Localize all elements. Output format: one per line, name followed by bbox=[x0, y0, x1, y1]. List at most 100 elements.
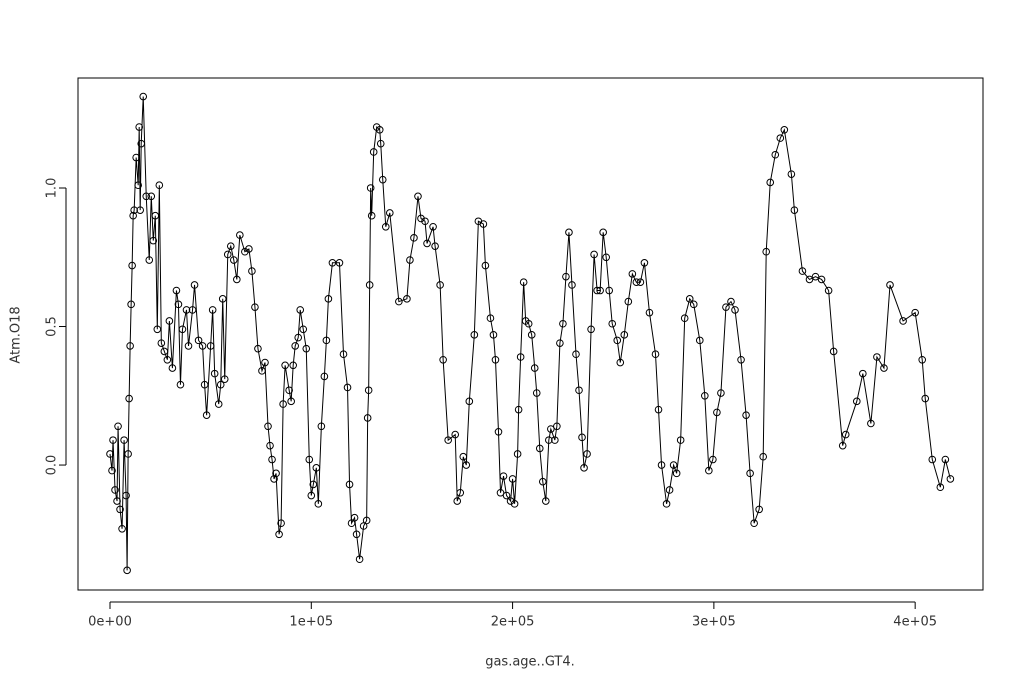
data-point bbox=[116, 505, 124, 514]
data-point bbox=[444, 436, 452, 444]
data-point bbox=[305, 455, 314, 464]
data-point bbox=[632, 278, 641, 286]
data-point bbox=[766, 178, 775, 187]
data-point bbox=[486, 314, 495, 323]
data-point bbox=[489, 331, 498, 339]
data-point bbox=[918, 355, 927, 364]
data-point bbox=[309, 480, 318, 489]
data-point bbox=[583, 450, 591, 458]
data-point bbox=[403, 295, 411, 303]
data-point bbox=[160, 347, 169, 356]
data-point bbox=[562, 272, 570, 281]
data-point bbox=[120, 436, 128, 444]
data-point bbox=[636, 278, 645, 286]
data-point bbox=[126, 342, 134, 350]
data-point bbox=[685, 295, 694, 303]
data-point bbox=[157, 339, 166, 347]
plot-box bbox=[77, 77, 984, 591]
data-point bbox=[545, 436, 553, 444]
data-point bbox=[132, 153, 140, 162]
data-point bbox=[790, 206, 799, 214]
data-point bbox=[275, 530, 283, 539]
data-point bbox=[223, 250, 232, 259]
data-point bbox=[410, 234, 418, 242]
data-point bbox=[590, 250, 598, 259]
data-point bbox=[456, 488, 465, 497]
data-point bbox=[867, 419, 875, 428]
data-point bbox=[651, 350, 660, 359]
data-point bbox=[572, 350, 580, 359]
data-point bbox=[453, 497, 462, 505]
data-point bbox=[165, 317, 174, 325]
data-point bbox=[381, 222, 390, 231]
data-point bbox=[689, 300, 698, 309]
x-tick-label: 3e+05 bbox=[692, 615, 736, 630]
data-point bbox=[596, 286, 604, 295]
data-point bbox=[838, 441, 847, 450]
data-point bbox=[114, 422, 122, 431]
data-point bbox=[279, 400, 287, 408]
data-point bbox=[524, 319, 533, 328]
data-point bbox=[613, 336, 622, 345]
data-point bbox=[299, 325, 308, 334]
data-point bbox=[352, 530, 361, 539]
data-point bbox=[608, 319, 617, 328]
data-point bbox=[214, 400, 223, 408]
data-point bbox=[128, 261, 136, 270]
data-point bbox=[335, 258, 344, 267]
data-point bbox=[362, 516, 371, 525]
data-point bbox=[672, 469, 681, 478]
data-point bbox=[307, 491, 316, 500]
data-point bbox=[805, 275, 814, 284]
data-point bbox=[578, 433, 586, 442]
data-point bbox=[859, 369, 867, 378]
data-point bbox=[829, 347, 838, 356]
data-point bbox=[431, 242, 439, 250]
data-point bbox=[236, 231, 244, 239]
data-point bbox=[811, 272, 820, 281]
data-point bbox=[459, 452, 468, 461]
data-point bbox=[296, 306, 305, 314]
data-point bbox=[565, 228, 573, 237]
series-line bbox=[109, 96, 951, 571]
data-point bbox=[436, 281, 444, 289]
data-point bbox=[229, 256, 238, 264]
data-point bbox=[130, 206, 138, 214]
data-point bbox=[737, 355, 745, 364]
data-point bbox=[787, 170, 796, 178]
data-point bbox=[111, 486, 119, 494]
data-point bbox=[149, 236, 158, 245]
data-point bbox=[145, 256, 154, 264]
data-point bbox=[665, 486, 674, 494]
data-point bbox=[127, 300, 135, 309]
y-axis-label: Atm.O18 bbox=[9, 306, 24, 363]
data-point bbox=[921, 394, 930, 403]
data-point bbox=[355, 555, 364, 564]
data-point bbox=[731, 306, 739, 314]
data-point bbox=[759, 452, 767, 461]
data-point bbox=[717, 389, 725, 397]
data-point bbox=[168, 364, 177, 372]
data-point bbox=[481, 261, 490, 270]
x-tick-label: 4e+05 bbox=[893, 615, 937, 630]
data-point bbox=[248, 267, 256, 275]
data-point bbox=[762, 247, 771, 256]
data-point bbox=[147, 192, 156, 201]
data-point bbox=[350, 513, 359, 522]
y-tick-label: 0.0 bbox=[45, 455, 60, 476]
data-point bbox=[395, 297, 403, 306]
data-point bbox=[251, 303, 259, 311]
data-point bbox=[281, 361, 289, 370]
data-point bbox=[880, 364, 888, 372]
data-point bbox=[367, 211, 376, 220]
data-point bbox=[516, 353, 525, 361]
data-point bbox=[676, 436, 685, 444]
y-tick-label: 1.0 bbox=[45, 178, 60, 199]
data-point bbox=[496, 488, 505, 497]
data-point bbox=[122, 491, 130, 500]
data-point bbox=[218, 295, 227, 303]
data-point bbox=[911, 308, 919, 317]
data-point bbox=[780, 126, 789, 134]
data-point bbox=[277, 519, 285, 528]
data-point bbox=[502, 491, 511, 500]
